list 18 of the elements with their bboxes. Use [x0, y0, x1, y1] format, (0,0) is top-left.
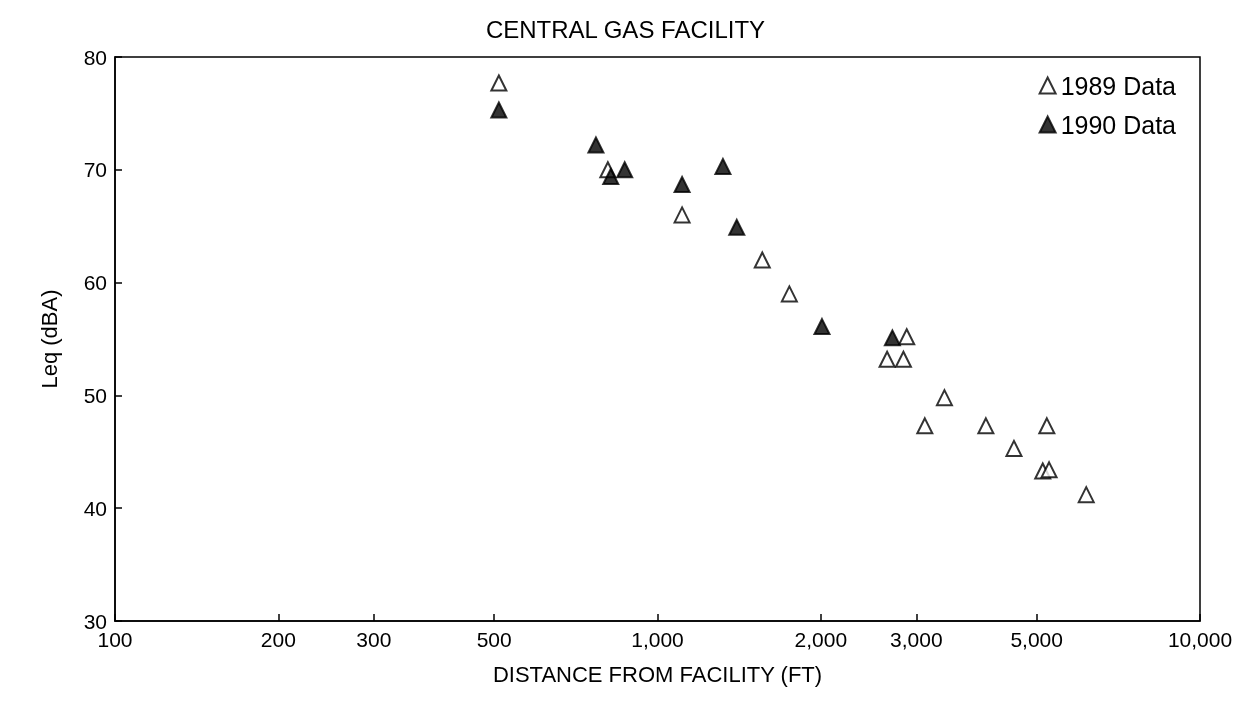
- y-tick-label: 80: [83, 45, 107, 69]
- legend-label: 1989 Data: [1060, 71, 1177, 100]
- x-tick-label: 10,000: [1167, 628, 1233, 651]
- x-axis-title: DISTANCE FROM FACILITY (FT): [492, 661, 823, 687]
- x-tick-label: 300: [356, 628, 392, 651]
- y-axis-title: Leq (dBA): [36, 289, 62, 389]
- legend-label: 1990 Data: [1060, 110, 1177, 139]
- x-tick-label: 1,000: [631, 628, 684, 651]
- chart-title: CENTRAL GAS FACILITY: [485, 15, 766, 43]
- x-tick-label: 2,000: [794, 628, 848, 651]
- x-tick-label: 3,000: [890, 628, 943, 651]
- x-tick-label: 200: [260, 628, 296, 651]
- y-tick-label: 70: [83, 158, 107, 182]
- y-tick-label: 60: [83, 271, 107, 295]
- y-tick-label: 40: [83, 496, 107, 520]
- y-tick-label: 50: [83, 383, 107, 407]
- x-tick-label: 5,000: [1010, 628, 1063, 651]
- x-tick-label: 500: [476, 628, 512, 651]
